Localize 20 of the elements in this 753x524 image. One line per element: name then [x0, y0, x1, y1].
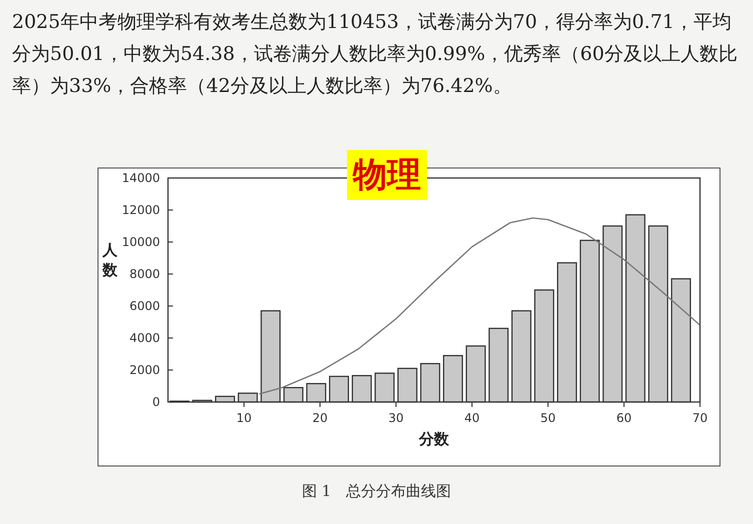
y-tick-label: 6000	[129, 299, 160, 313]
y-tick-label: 14000	[122, 171, 160, 185]
y-tick-label: 12000	[122, 203, 160, 217]
x-tick-label: 30	[388, 411, 404, 425]
x-axis-title: 分数	[418, 430, 450, 448]
chart-title: 物理	[347, 150, 427, 200]
x-tick-label: 50	[540, 411, 556, 425]
chart-subtitle: 2025年中考物理学科有效考生总数为110453，试卷满分为70，得分率为0.71，平均分为50.01，中数为54.38，试卷满分人数比率为0.99%，优秀率（60分及以上人数比率）为33%，合格率（42分及以上人数比率）为76.42%。	[12, 10, 738, 99]
x-tick-label: 60	[616, 411, 632, 425]
x-tick-label: 40	[464, 411, 480, 425]
y-tick-label: 8000	[129, 267, 160, 281]
x-tick-label: 70	[692, 411, 708, 425]
y-tick-label: 0	[152, 395, 160, 409]
y-tick-label: 10000	[122, 235, 160, 249]
caption: 图 1 总分分布曲线图	[300, 482, 452, 501]
y-tick-label: 2000	[129, 363, 160, 377]
y-axis-title: 人数	[102, 241, 118, 279]
y-tick-label: 4000	[129, 331, 160, 345]
x-tick-label: 20	[312, 411, 328, 425]
x-tick-label: 10	[236, 411, 252, 425]
